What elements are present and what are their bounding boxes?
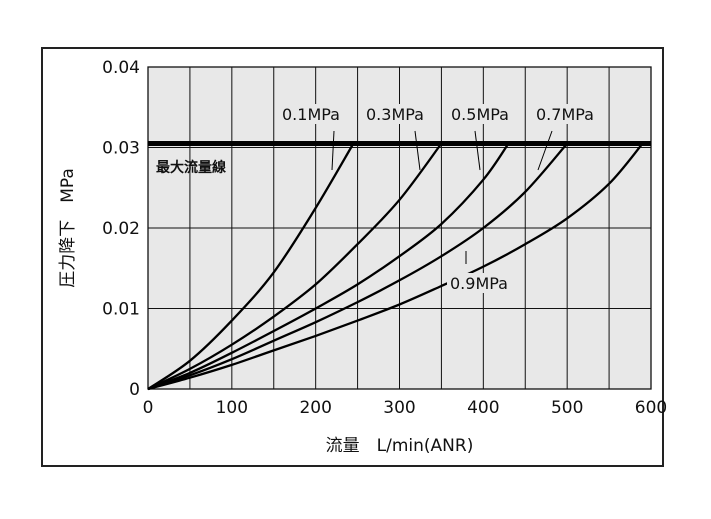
label-leader-line	[537, 130, 553, 171]
label-background	[448, 104, 522, 124]
series-label: 0.9MPa	[450, 274, 508, 293]
x-tick-label: 0	[143, 398, 154, 418]
x-tick-label: 400	[467, 398, 499, 418]
series-line	[147, 142, 443, 391]
series-label: 0.1MPa	[282, 105, 340, 124]
x-tick-label: 500	[551, 398, 583, 418]
plot-border	[147, 66, 652, 390]
y-tick-label: 0.01	[102, 300, 140, 320]
label-background	[279, 104, 353, 124]
tick-labels: 0 100 200 300 400 500 600 0 0.01 0.02 0.03 0.04	[102, 58, 667, 418]
label-leaders	[331, 130, 553, 264]
label-leader-line	[414, 130, 421, 171]
x-tick-label: 600	[635, 398, 667, 418]
max-flow-line-label: 最大流量線	[156, 159, 226, 176]
y-tick-label: 0.04	[102, 58, 140, 78]
series-line	[147, 142, 644, 391]
label-leader-line	[474, 130, 481, 171]
x-axis-label: 流量 L/min(ANR)	[326, 436, 474, 456]
y-tick-label: 0	[129, 380, 140, 400]
axes	[147, 66, 652, 390]
series-line	[147, 142, 510, 391]
series-line	[147, 142, 355, 390]
series-label: 0.3MPa	[366, 105, 424, 124]
label-background	[363, 104, 437, 124]
x-tick-label: 200	[299, 398, 331, 418]
y-axis-label: 圧力降下 MPa	[58, 168, 78, 288]
series-lines	[147, 140, 651, 391]
label-background	[533, 104, 607, 124]
label-leader-line	[331, 130, 335, 171]
series-line	[147, 142, 569, 391]
label-background	[447, 273, 521, 293]
series-label: 0.7MPa	[536, 105, 594, 124]
series-label: 0.5MPa	[451, 105, 509, 124]
y-tick-label: 0.03	[102, 139, 140, 159]
chart-frame	[41, 47, 664, 467]
x-tick-label: 100	[216, 398, 248, 418]
series-labels: 0.1MPa 0.3MPa 0.5MPa 0.7MPa 0.9MPa	[279, 104, 607, 293]
y-tick-label: 0.02	[102, 219, 140, 239]
x-tick-label: 300	[383, 398, 415, 418]
